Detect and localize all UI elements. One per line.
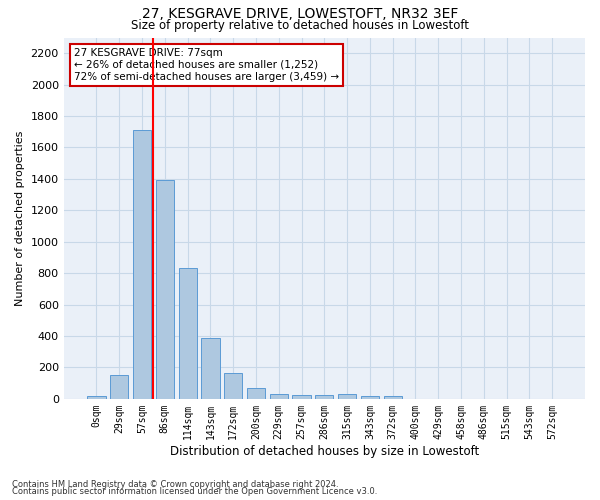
Bar — [338, 394, 356, 399]
Bar — [247, 388, 265, 399]
Bar — [110, 376, 128, 399]
Bar — [179, 268, 197, 399]
Text: 27, KESGRAVE DRIVE, LOWESTOFT, NR32 3EF: 27, KESGRAVE DRIVE, LOWESTOFT, NR32 3EF — [142, 8, 458, 22]
Bar — [361, 396, 379, 399]
Y-axis label: Number of detached properties: Number of detached properties — [15, 130, 25, 306]
Bar — [224, 373, 242, 399]
Bar — [156, 180, 174, 399]
Text: 27 KESGRAVE DRIVE: 77sqm
← 26% of detached houses are smaller (1,252)
72% of sem: 27 KESGRAVE DRIVE: 77sqm ← 26% of detach… — [74, 48, 339, 82]
Bar — [133, 130, 151, 399]
Text: Contains public sector information licensed under the Open Government Licence v3: Contains public sector information licen… — [12, 487, 377, 496]
Bar — [383, 396, 402, 399]
X-axis label: Distribution of detached houses by size in Lowestoft: Distribution of detached houses by size … — [170, 444, 479, 458]
Bar — [201, 338, 220, 399]
Text: Contains HM Land Registry data © Crown copyright and database right 2024.: Contains HM Land Registry data © Crown c… — [12, 480, 338, 489]
Bar — [315, 395, 334, 399]
Bar — [269, 394, 288, 399]
Bar — [88, 396, 106, 399]
Text: Size of property relative to detached houses in Lowestoft: Size of property relative to detached ho… — [131, 19, 469, 32]
Bar — [292, 395, 311, 399]
